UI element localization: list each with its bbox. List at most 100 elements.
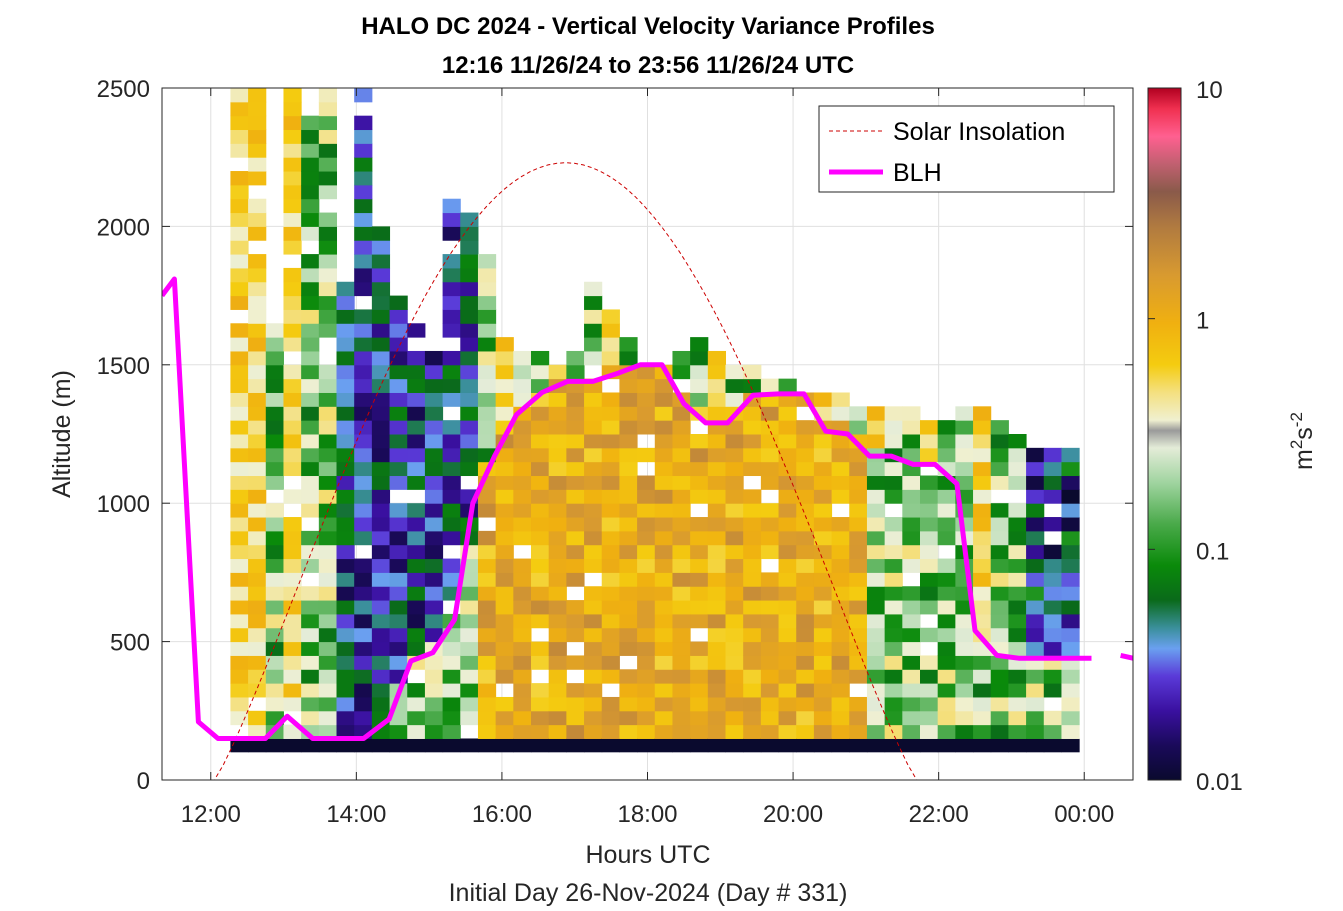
heatmap-cell bbox=[584, 696, 603, 712]
heatmap-cell bbox=[548, 696, 567, 712]
heatmap-cell bbox=[531, 489, 550, 504]
heatmap-cell bbox=[354, 503, 373, 518]
heatmap-cell bbox=[283, 157, 302, 172]
heatmap-cell bbox=[283, 613, 302, 629]
heatmap-cell bbox=[371, 461, 391, 477]
heatmap-cell bbox=[707, 724, 727, 739]
heatmap-cell bbox=[672, 669, 691, 684]
heatmap-cell bbox=[937, 530, 956, 546]
heatmap-cell bbox=[990, 724, 1009, 739]
heatmap-cell bbox=[1043, 586, 1062, 601]
heatmap-cell bbox=[531, 738, 550, 753]
heatmap-cell bbox=[707, 572, 727, 587]
heatmap-cell bbox=[424, 724, 444, 739]
heatmap-cell bbox=[619, 627, 638, 643]
heatmap-cell bbox=[371, 254, 391, 269]
heatmap-cell bbox=[495, 337, 514, 352]
heatmap-cell bbox=[725, 530, 744, 546]
heatmap-cell bbox=[389, 420, 408, 435]
heatmap-cell bbox=[531, 586, 550, 601]
heatmap-cell bbox=[743, 613, 762, 629]
heatmap-cell bbox=[990, 434, 1009, 449]
heatmap-cell bbox=[601, 309, 620, 324]
heatmap-cell bbox=[354, 434, 373, 449]
heatmap-cell bbox=[584, 281, 603, 297]
heatmap-cell bbox=[654, 517, 673, 532]
heatmap-cell bbox=[531, 447, 550, 463]
heatmap-cell bbox=[778, 641, 797, 656]
heatmap-cell bbox=[548, 600, 567, 615]
heatmap-cell bbox=[477, 254, 497, 269]
heatmap-cell bbox=[690, 613, 709, 629]
heatmap-cell bbox=[601, 600, 620, 615]
heatmap-cell bbox=[248, 198, 267, 214]
heatmap-cell bbox=[566, 420, 585, 435]
heatmap-cell bbox=[230, 267, 249, 283]
heatmap-cell bbox=[654, 434, 673, 449]
heatmap-cell bbox=[672, 406, 691, 421]
heatmap-cell bbox=[531, 600, 550, 615]
heatmap-cell bbox=[548, 489, 567, 504]
heatmap-cell bbox=[336, 364, 355, 380]
heatmap-cell bbox=[230, 530, 249, 546]
heatmap-cell bbox=[354, 171, 373, 186]
heatmap-cell bbox=[354, 129, 373, 144]
heatmap-cell bbox=[1008, 475, 1027, 490]
heatmap-cell bbox=[707, 503, 727, 518]
heatmap-cell bbox=[442, 517, 461, 532]
heatmap-cell bbox=[265, 461, 284, 477]
x-axis: 12:00 14:00 16:00 18:00 20:00 22:00 00:00 bbox=[181, 88, 1114, 828]
heatmap-cell bbox=[796, 683, 815, 698]
heatmap-cell bbox=[584, 641, 603, 656]
heatmap-cell bbox=[265, 586, 284, 601]
heatmap-cell bbox=[424, 696, 444, 712]
heatmap-cell bbox=[318, 143, 338, 158]
heatmap-cell bbox=[831, 724, 850, 739]
heatmap-cell bbox=[955, 434, 974, 449]
heatmap-cell bbox=[601, 572, 620, 587]
heatmap-cell bbox=[743, 696, 762, 712]
heatmap-cell bbox=[584, 710, 603, 726]
heatmap-cell bbox=[283, 171, 302, 186]
heatmap-cell bbox=[973, 683, 992, 698]
heatmap-cell bbox=[354, 558, 373, 573]
heatmap-cell bbox=[283, 738, 302, 753]
heatmap-cell bbox=[265, 600, 284, 615]
heatmap-cell bbox=[566, 406, 585, 421]
heatmap-cell bbox=[937, 447, 956, 463]
heatmap-cell bbox=[566, 627, 585, 643]
heatmap-cell bbox=[902, 475, 921, 490]
heatmap-cell bbox=[513, 489, 532, 504]
heatmap-cell bbox=[1061, 724, 1080, 739]
heatmap-cell bbox=[1061, 503, 1080, 518]
heatmap-cell bbox=[884, 696, 903, 712]
heatmap-cell bbox=[389, 364, 408, 380]
heatmap-cell bbox=[955, 627, 974, 643]
heatmap-cell bbox=[1043, 475, 1062, 490]
heatmap-cell bbox=[265, 530, 284, 546]
heatmap-cell bbox=[584, 337, 603, 352]
heatmap-cell bbox=[1026, 558, 1045, 573]
heatmap-cell bbox=[230, 115, 249, 131]
heatmap-cell bbox=[831, 530, 850, 546]
heatmap-cell bbox=[637, 517, 656, 532]
heatmap-cell bbox=[513, 641, 532, 656]
heatmap-cell bbox=[230, 198, 249, 214]
heatmap-cell bbox=[566, 461, 585, 477]
heatmap-cell bbox=[371, 586, 391, 601]
heatmap-cell bbox=[813, 613, 833, 629]
heatmap-cell bbox=[707, 530, 727, 546]
heatmap-cell bbox=[902, 420, 921, 435]
heatmap-cell bbox=[548, 503, 567, 518]
heatmap-cell bbox=[902, 406, 921, 421]
heatmap-cell bbox=[230, 212, 249, 227]
heatmap-cell bbox=[973, 586, 992, 601]
heatmap-cell bbox=[902, 710, 921, 726]
heatmap-cell bbox=[248, 157, 267, 172]
heatmap-cell bbox=[477, 655, 497, 670]
heatmap-cell bbox=[725, 434, 744, 449]
heatmap-cell bbox=[778, 696, 797, 712]
heatmap-cell bbox=[955, 420, 974, 435]
heatmap-cell bbox=[283, 544, 302, 560]
